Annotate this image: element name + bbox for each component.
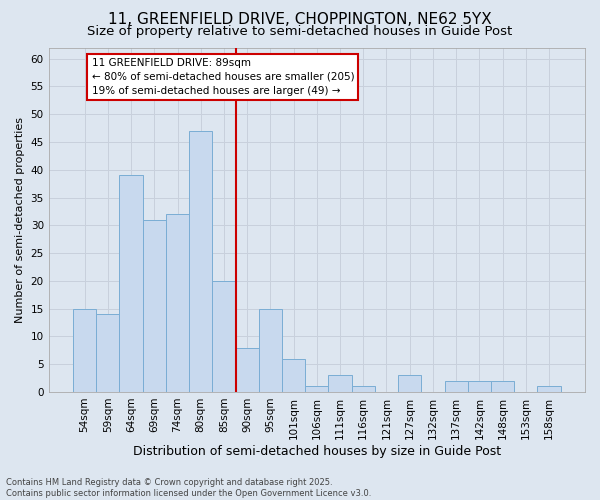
X-axis label: Distribution of semi-detached houses by size in Guide Post: Distribution of semi-detached houses by …: [133, 444, 501, 458]
Bar: [445, 381, 468, 392]
Y-axis label: Number of semi-detached properties: Number of semi-detached properties: [15, 116, 25, 322]
Bar: [119, 176, 143, 392]
Bar: [189, 131, 212, 392]
Text: 11 GREENFIELD DRIVE: 89sqm
← 80% of semi-detached houses are smaller (205)
19% o: 11 GREENFIELD DRIVE: 89sqm ← 80% of semi…: [92, 58, 354, 96]
Bar: [538, 386, 560, 392]
Bar: [236, 348, 259, 392]
Bar: [398, 376, 421, 392]
Bar: [328, 376, 352, 392]
Bar: [166, 214, 189, 392]
Text: 11, GREENFIELD DRIVE, CHOPPINGTON, NE62 5YX: 11, GREENFIELD DRIVE, CHOPPINGTON, NE62 …: [108, 12, 492, 28]
Bar: [143, 220, 166, 392]
Bar: [491, 381, 514, 392]
Bar: [73, 308, 96, 392]
Bar: [259, 308, 282, 392]
Bar: [212, 281, 236, 392]
Bar: [282, 358, 305, 392]
Bar: [96, 314, 119, 392]
Text: Contains HM Land Registry data © Crown copyright and database right 2025.
Contai: Contains HM Land Registry data © Crown c…: [6, 478, 371, 498]
Text: Size of property relative to semi-detached houses in Guide Post: Size of property relative to semi-detach…: [88, 25, 512, 38]
Bar: [468, 381, 491, 392]
Bar: [305, 386, 328, 392]
Bar: [352, 386, 375, 392]
